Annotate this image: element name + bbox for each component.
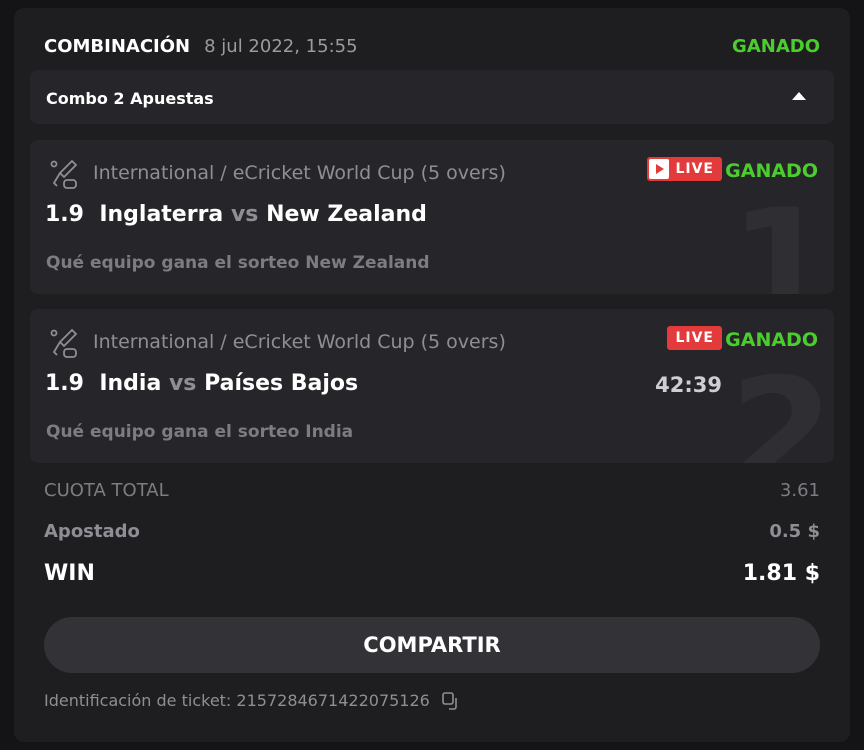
total-odds-row: CUOTA TOTAL 3.61 bbox=[44, 480, 820, 501]
stake-row: Apostado 0.5 $ bbox=[44, 521, 820, 542]
combo-label: Combo 2 Apuestas bbox=[46, 89, 214, 108]
status-badge: GANADO bbox=[732, 36, 820, 57]
match: 1.9 India vs Países Bajos bbox=[45, 371, 358, 396]
away-team: Países Bajos bbox=[204, 371, 359, 396]
bet-index: 1 bbox=[729, 178, 834, 294]
chevron-up-icon[interactable] bbox=[792, 92, 806, 100]
live-badge: LIVE bbox=[647, 157, 722, 181]
bet-item: 1 International / eCricket World Cup (5 … bbox=[30, 140, 834, 294]
home-team: Inglaterra bbox=[99, 202, 224, 227]
vs: vs bbox=[168, 371, 197, 396]
play-icon bbox=[649, 159, 670, 179]
bet-item: 2 International / eCricket World Cup (5 … bbox=[30, 309, 834, 463]
bet-index: 2 bbox=[729, 347, 834, 463]
bet-card: COMBINACIÓN 8 jul 2022, 15:55 GANADO Com… bbox=[14, 8, 850, 742]
match-time: 42:39 bbox=[655, 373, 722, 397]
odds: 1.9 bbox=[45, 202, 84, 227]
league: International / eCricket World Cup (5 ov… bbox=[93, 331, 506, 353]
odds: 1.9 bbox=[45, 371, 84, 396]
total-odds-value: 3.61 bbox=[779, 480, 820, 501]
ecricket-icon bbox=[50, 159, 78, 189]
live-badge: LIVE bbox=[667, 326, 722, 350]
ecricket-icon bbox=[50, 328, 78, 358]
selection: Qué equipo gana el sorteo New Zealand bbox=[46, 253, 430, 273]
header: COMBINACIÓN 8 jul 2022, 15:55 GANADO bbox=[44, 36, 820, 60]
copy-icon[interactable] bbox=[442, 691, 460, 710]
share-button[interactable]: COMPARTIR bbox=[44, 617, 820, 673]
bet-type: COMBINACIÓN bbox=[44, 36, 191, 57]
ticket-id: Identificación de ticket: 21572846714220… bbox=[44, 691, 430, 710]
ticket-row: Identificación de ticket: 21572846714220… bbox=[44, 691, 460, 710]
league: International / eCricket World Cup (5 ov… bbox=[93, 162, 506, 184]
bet-date: 8 jul 2022, 15:55 bbox=[204, 36, 358, 57]
vs: vs bbox=[230, 202, 259, 227]
win-row: WIN 1.81 $ bbox=[44, 561, 820, 586]
selection: Qué equipo gana el sorteo India bbox=[46, 422, 354, 442]
win-label: WIN bbox=[44, 561, 95, 586]
live-label: LIVE bbox=[675, 161, 714, 177]
stake-label: Apostado bbox=[44, 521, 140, 542]
bet-status: GANADO bbox=[725, 160, 818, 182]
away-team: New Zealand bbox=[266, 202, 427, 227]
match: 1.9 Inglaterra vs New Zealand bbox=[45, 202, 427, 227]
combo-toggle[interactable]: Combo 2 Apuestas bbox=[30, 70, 834, 124]
ticket-number: 2157284671422075126 bbox=[236, 691, 430, 710]
stake-value: 0.5 $ bbox=[769, 521, 820, 542]
bet-status: GANADO bbox=[725, 329, 818, 351]
win-value: 1.81 $ bbox=[742, 561, 820, 586]
ticket-label: Identificación de ticket: bbox=[44, 691, 232, 710]
total-odds-label: CUOTA TOTAL bbox=[44, 480, 169, 501]
home-team: India bbox=[99, 371, 162, 396]
